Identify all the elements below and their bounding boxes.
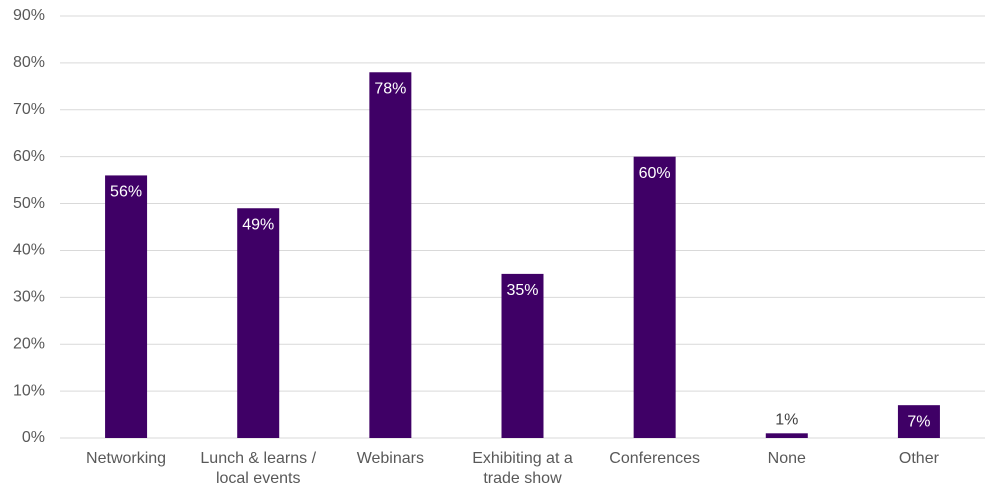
- bar: [765, 433, 808, 438]
- y-tick-label: 50%: [13, 195, 45, 212]
- y-tick-label: 20%: [13, 335, 45, 352]
- y-tick-label: 70%: [13, 101, 45, 118]
- data-label: 7%: [907, 413, 930, 430]
- y-tick-label: 30%: [13, 289, 45, 306]
- data-label: 35%: [506, 282, 538, 299]
- bar: [501, 273, 544, 438]
- y-tick-label: 80%: [13, 54, 45, 71]
- y-tick-label: 90%: [13, 7, 45, 24]
- bar: [633, 156, 676, 438]
- x-tick-label: Networking: [86, 450, 167, 467]
- bar: [369, 72, 412, 439]
- bar: [105, 175, 148, 438]
- y-tick-label: 40%: [13, 242, 45, 259]
- bar: [237, 208, 280, 438]
- x-tick-label: Lunch & learns / local events: [200, 450, 317, 487]
- data-label: 49%: [242, 216, 274, 233]
- y-tick-label: 60%: [13, 148, 45, 165]
- y-tick-label: 10%: [13, 382, 45, 399]
- data-label: 78%: [374, 80, 406, 97]
- x-tick-label: None: [767, 450, 806, 467]
- x-tick-label: Other: [898, 450, 939, 467]
- x-tick-label: Exhibiting at a trade show: [472, 450, 573, 487]
- x-tick-label: Conferences: [609, 450, 700, 467]
- data-label: 60%: [639, 165, 671, 182]
- data-label: 1%: [775, 412, 798, 429]
- x-tick-label: Webinars: [356, 450, 424, 467]
- bar: [897, 405, 940, 438]
- y-tick-label: 0%: [22, 429, 45, 446]
- data-label: 56%: [110, 184, 142, 201]
